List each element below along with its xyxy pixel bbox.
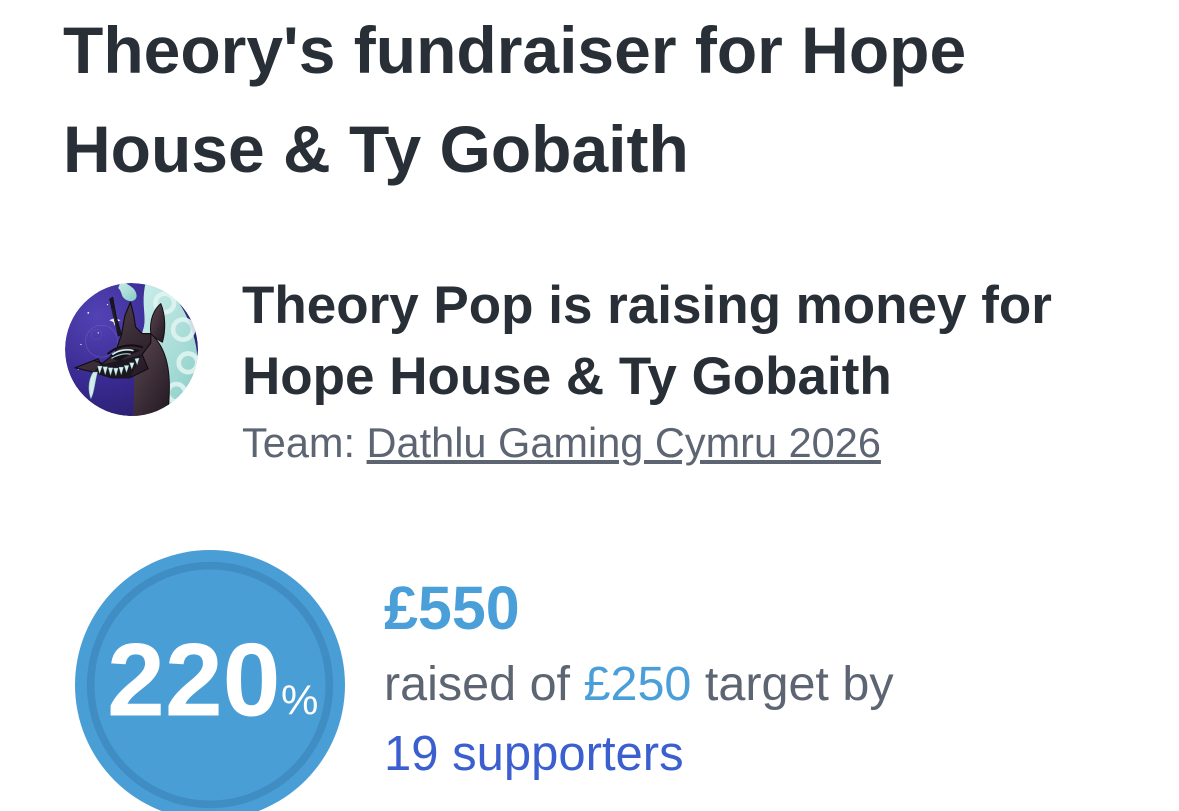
svg-text:%: %	[281, 676, 318, 723]
svg-text:220: 220	[107, 622, 281, 738]
